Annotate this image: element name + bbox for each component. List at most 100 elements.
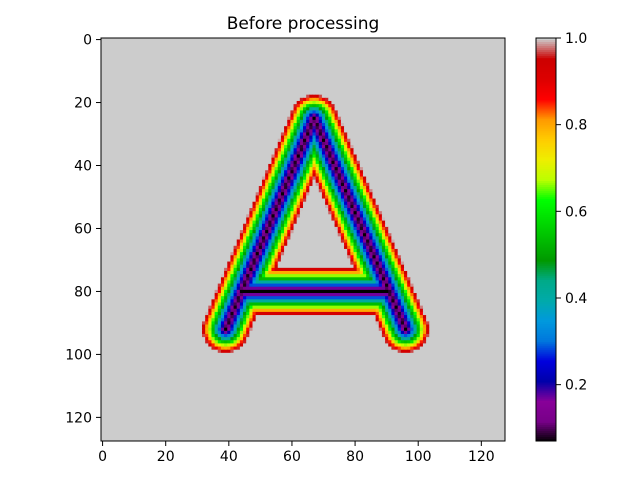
heatmap-cell-run [410,283,414,288]
heatmap-cell-run [101,302,212,307]
heatmap-cell-run [388,270,392,275]
heatmap-cell-run [366,179,506,184]
colorbar-segment [536,60,556,63]
colorbar-segment [536,322,556,325]
colorbar-segment [536,114,556,118]
heatmap-cell-run [246,315,250,319]
heatmap-cell-run [101,145,279,149]
colorbar-segment [536,352,556,355]
heatmap-cell-run [230,315,234,319]
heatmap-cell-run [280,248,285,253]
heatmap-cell-run [271,270,361,275]
heatmap-cell-run [359,198,364,203]
heatmap-cell-run [277,226,282,231]
heatmap-cell-run [381,324,386,329]
heatmap-cell-run [331,163,335,168]
x-tick-label: 100 [405,449,432,465]
heatmap-cell-run [312,154,317,159]
heatmap-cell-run [274,189,279,193]
heatmap-cell-run [350,261,354,266]
heatmap-cell-run [101,110,291,114]
heatmap-cell-run [239,324,244,329]
heatmap-cell-run [303,151,307,155]
colorbar-segment [536,356,556,359]
heatmap-cell-run [293,176,298,181]
heatmap-cell-run [344,138,348,143]
colorbar-tick-label: 0.2 [565,378,587,394]
heatmap-cell-run [372,189,506,193]
heatmap-cell-run [359,220,364,225]
heatmap-cell-run [362,167,506,171]
heatmap-cell-run [312,135,317,140]
heatmap-cell-run [321,176,326,181]
heatmap-cell-run [378,214,383,218]
heatmap-cell-run [255,236,260,240]
heatmap-cell-run [400,286,405,291]
heatmap-cell-run [230,283,234,288]
heatmap-cell-run [233,333,238,338]
heatmap-cell-run [243,293,389,297]
heatmap-cell-run [293,223,335,228]
heatmap-cell-run [359,239,364,244]
heatmap-cell-run [220,333,225,338]
heatmap-cell-run [101,362,506,366]
heatmap-cell-run [394,327,399,332]
heatmap-cell-run [258,208,263,212]
heatmap-cell-run [394,324,399,329]
heatmap-cell-run [249,321,253,325]
heatmap-cell-run [284,138,288,143]
heatmap-cell-run [381,270,386,275]
heatmap-cell-run [385,308,389,313]
colorbar-segment [536,126,556,130]
heatmap-cell-run [211,327,216,332]
heatmap-cell-run [347,151,351,155]
heatmap-cell-run [277,179,282,184]
heatmap-cell-run [413,302,418,307]
heatmap-cell-run [372,195,506,199]
colorbar-segment [536,293,556,297]
heatmap-cell-run [306,195,323,199]
colorbar-segment [536,396,556,400]
heatmap-cell-run [388,261,392,266]
heatmap-cell-run [394,343,399,347]
heatmap-cell-run [321,110,326,114]
heatmap-cell-run [381,261,386,266]
heatmap-cell-run [230,255,234,259]
heatmap-cell-run [309,160,313,165]
colorbar-segment [536,211,556,214]
colorbar-segment [536,410,556,414]
heatmap-cell-run [353,236,358,240]
heatmap-cell-run [362,223,367,228]
heatmap-cell-run [293,226,335,231]
heatmap-cell-run [422,333,427,338]
heatmap-cell-run [265,179,269,184]
heatmap-cell-run [258,277,263,281]
heatmap-cell-run [366,236,370,240]
heatmap-cell-run [243,343,389,347]
colorbar-segment [536,203,556,206]
heatmap-cell-run [388,239,392,244]
heatmap-cell-run [315,123,320,127]
heatmap-cell-run [400,267,405,272]
heatmap-cell-run [239,289,244,294]
heatmap-cell-run [340,230,345,234]
heatmap-cell-run [381,258,386,262]
heatmap-cell-run [356,264,361,269]
heatmap-cell-run [230,252,234,256]
heatmap-cell-run [208,340,212,344]
heatmap-cell-run [325,110,329,114]
heatmap-cell-run [334,220,339,225]
heatmap-cell-run [331,195,335,199]
heatmap-cell-run [101,217,247,222]
colorbar-segment [536,42,556,45]
heatmap-cell-run [375,248,380,253]
heatmap-cell-run [381,233,386,237]
heatmap-cell-run [243,318,247,322]
colorbar-segment [536,301,556,305]
heatmap-cell-run [394,318,399,322]
heatmap-cell-run [239,270,244,275]
colorbar-segment [536,265,556,269]
heatmap-cell-run [331,135,335,140]
heatmap-cell-run [331,132,335,136]
heatmap-cell-run [280,223,285,228]
